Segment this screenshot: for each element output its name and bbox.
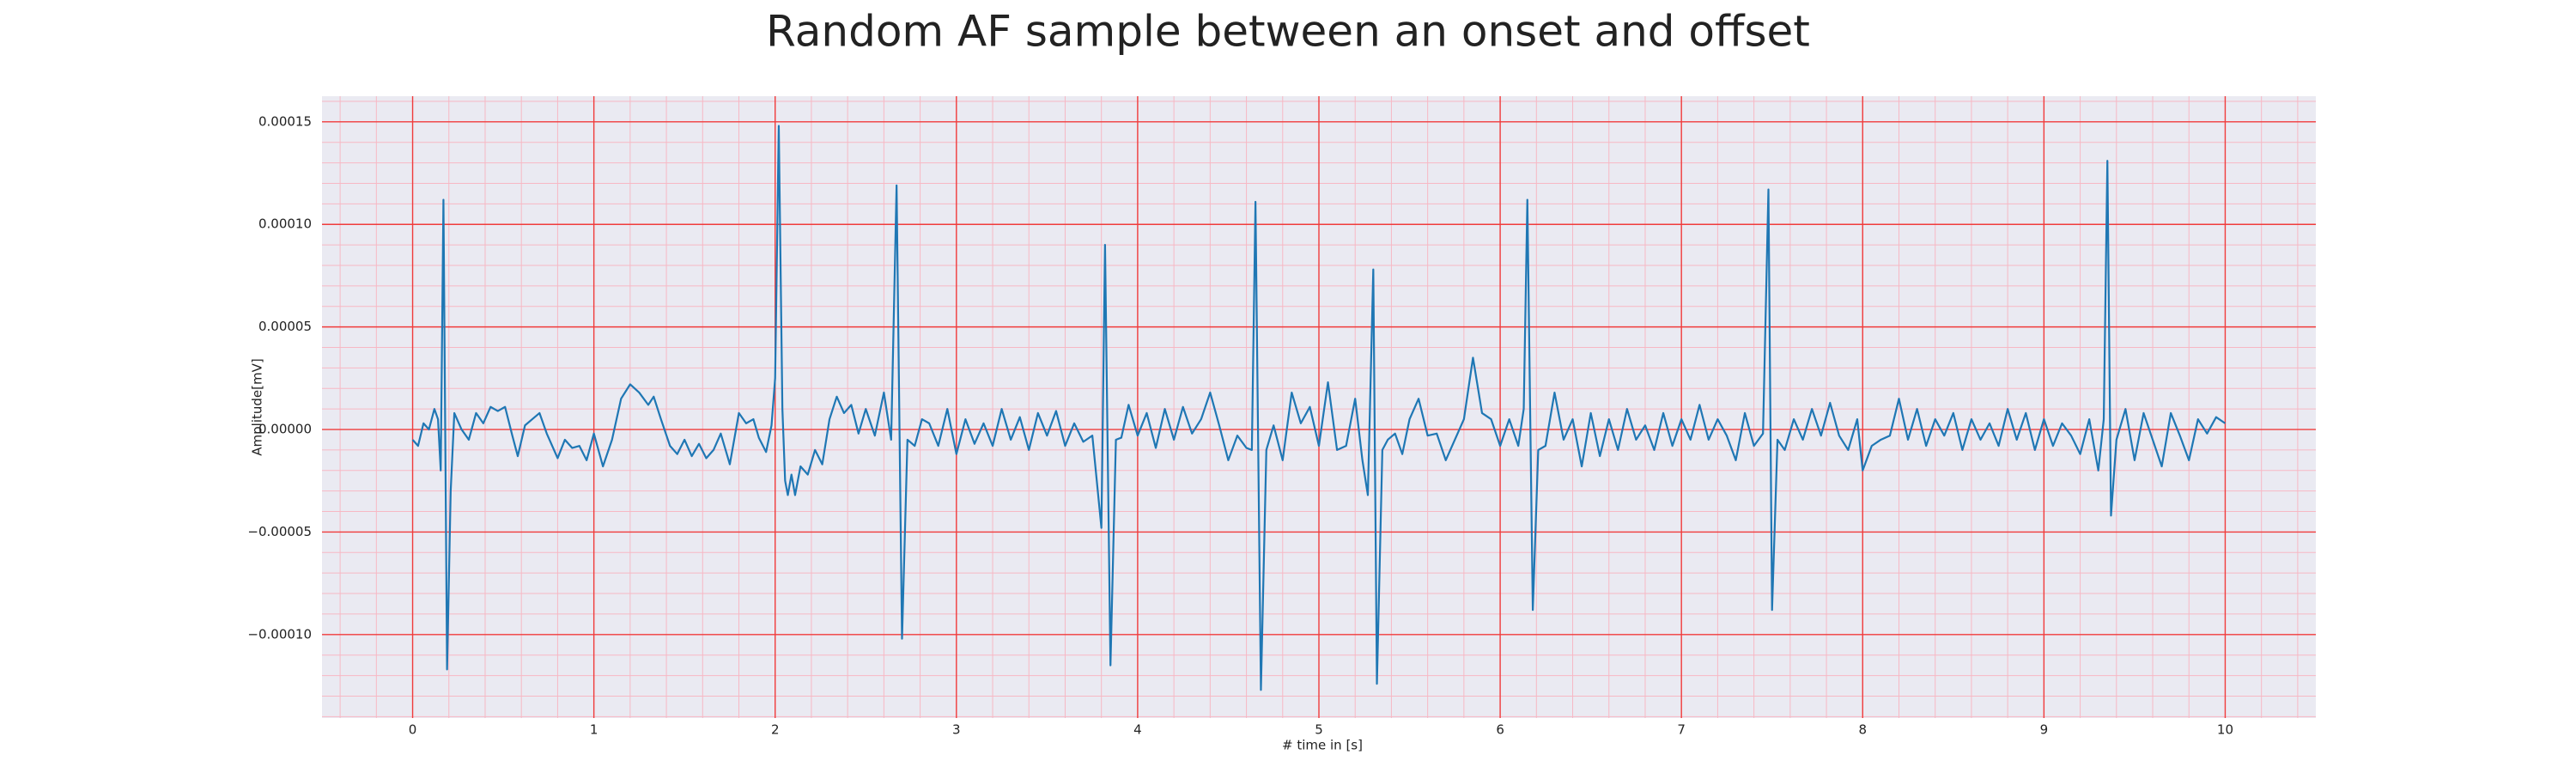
signal-line: [411, 125, 2227, 691]
y-axis-label: Amplitude[mV]: [250, 358, 265, 455]
x-tick-label: 10: [2217, 722, 2233, 738]
x-tick-label: 7: [1677, 722, 1686, 738]
y-tick-label: −0.00005: [247, 524, 312, 539]
x-tick-label: 9: [2040, 722, 2049, 738]
x-tick-label: 3: [952, 722, 961, 738]
y-tick-label: −0.00010: [247, 626, 312, 642]
chart-title: Random AF sample between an onset and of…: [766, 7, 1810, 57]
x-tick-label: 4: [1133, 722, 1142, 738]
x-tick-label: 2: [771, 722, 780, 738]
x-tick-label: 1: [590, 722, 598, 738]
y-tick-label: 0.00005: [258, 319, 312, 334]
y-tick-label: 0.00015: [258, 113, 312, 129]
x-tick-label: 8: [1858, 722, 1867, 738]
x-tick-label: 0: [409, 722, 417, 738]
y-tick-label: 0.00010: [258, 216, 312, 232]
x-axis-label: # time in [s]: [1282, 738, 1363, 753]
x-tick-label: 5: [1315, 722, 1323, 738]
x-tick-label: 6: [1496, 722, 1504, 738]
y-tick-label: 0.00000: [258, 422, 312, 437]
